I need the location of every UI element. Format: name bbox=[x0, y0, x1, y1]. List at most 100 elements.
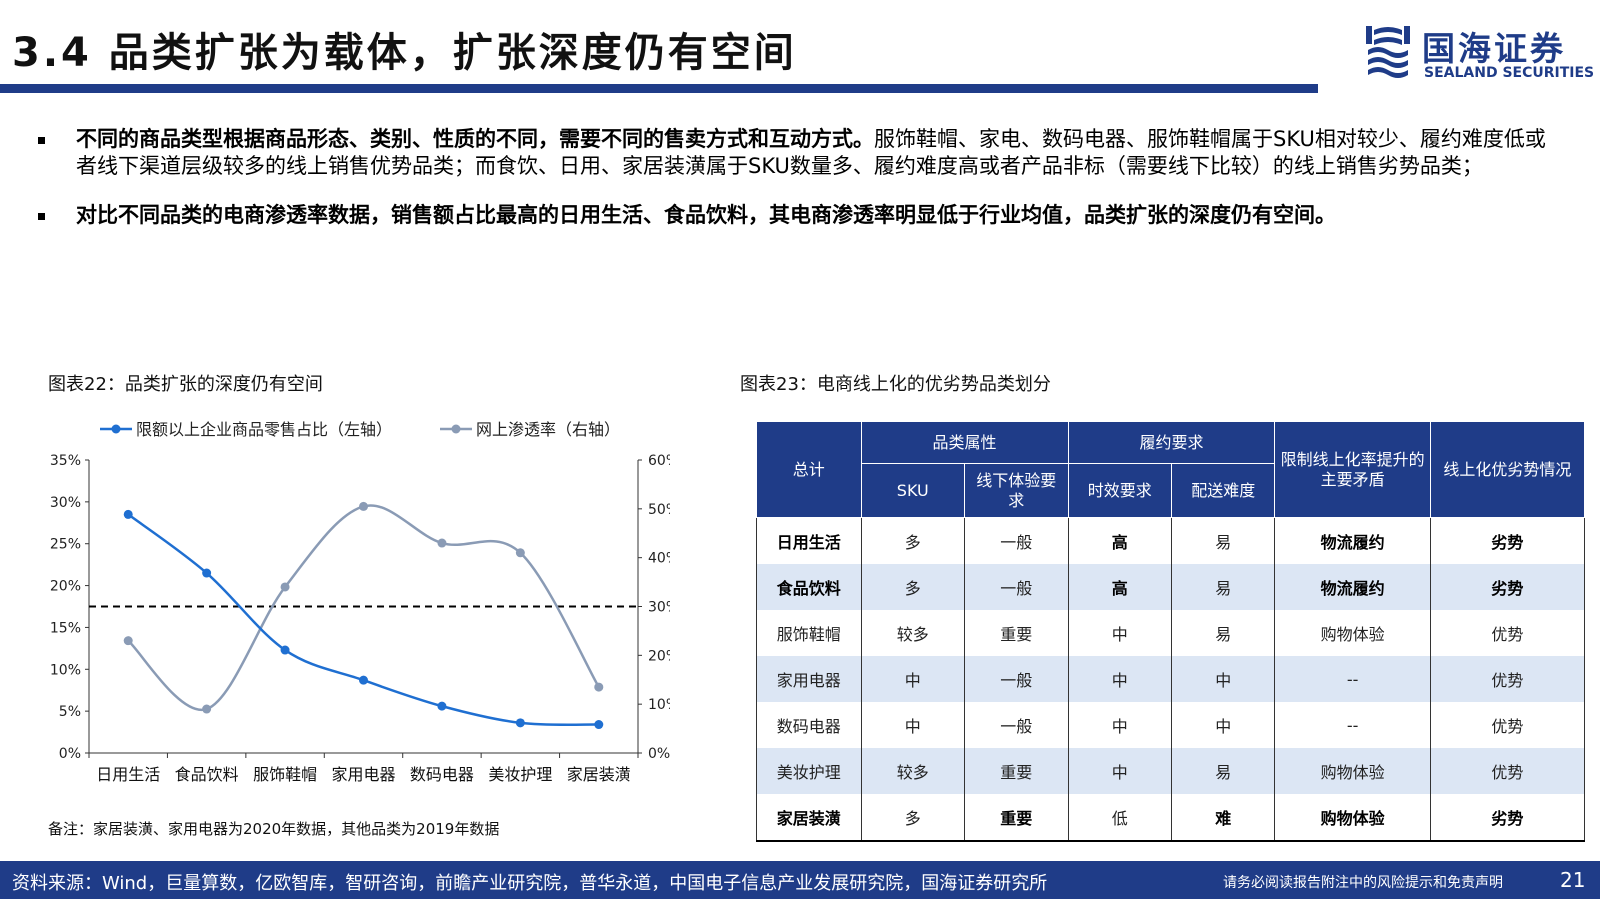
retail-share-point bbox=[594, 720, 604, 730]
logo-chinese-name: 国海证券 bbox=[1422, 29, 1566, 68]
table-row: 家居装潢多重要低难购物体验 劣势 bbox=[756, 794, 1586, 842]
table-cell: 多 bbox=[860, 564, 966, 610]
header-total: 总计 bbox=[756, 421, 862, 518]
x-axis-category-label: 美妆护理 bbox=[488, 765, 552, 784]
retail-share-series-line bbox=[127, 513, 599, 726]
table-cell: 较多 bbox=[860, 748, 966, 794]
table-cell: 中 bbox=[1067, 656, 1172, 702]
x-axis-category-label: 日用生活 bbox=[96, 765, 160, 784]
table-cell: 中 bbox=[1067, 748, 1172, 794]
left-axis-tick-label: 20% bbox=[50, 579, 81, 595]
category-name-cell: 家用电器 bbox=[756, 656, 862, 702]
table-cell: 低 bbox=[1067, 794, 1172, 842]
table-row: 数码电器中一般中中 -- 优势 bbox=[756, 702, 1586, 748]
table-cell: -- bbox=[1274, 702, 1431, 748]
table-cell: 重要 bbox=[964, 610, 1069, 656]
bullet-item: 不同的商品类型根据商品形态、类别、性质的不同，需要不同的售卖方式和互动方式。服饰… bbox=[38, 126, 1558, 180]
bullet-list: 不同的商品类型根据商品形态、类别、性质的不同，需要不同的售卖方式和互动方式。服饰… bbox=[38, 126, 1558, 251]
table-cell: 易 bbox=[1170, 564, 1276, 610]
table-cell: 一般 bbox=[964, 702, 1069, 748]
x-axis-category-label: 数码电器 bbox=[410, 765, 474, 784]
table-cell: 优势 bbox=[1429, 656, 1586, 702]
table-cell: 中 bbox=[1170, 656, 1276, 702]
online-penetration-point bbox=[123, 636, 133, 646]
table-cell: 多 bbox=[860, 517, 966, 564]
table-cell: 劣势 bbox=[1429, 517, 1586, 564]
table-cell: 中 bbox=[1067, 610, 1172, 656]
table-row: 家用电器中一般中中 -- 优势 bbox=[756, 656, 1586, 702]
table-row: 服饰鞋帽 较多 重要中易购物体验 优势 bbox=[756, 610, 1586, 656]
table-cell: 易 bbox=[1170, 748, 1276, 794]
table-cell: 多 bbox=[860, 794, 966, 842]
table-cell: 物流履约 bbox=[1274, 564, 1431, 610]
online-penetration-point bbox=[594, 682, 604, 692]
bullet-bold-text: 对比不同品类的电商渗透率数据，销售额占比最高的日用生活、食品饮料，其电商渗透率明… bbox=[76, 203, 1336, 227]
online-penetration-point bbox=[515, 548, 525, 558]
header-offline-experience: 线下体验要求 bbox=[964, 463, 1069, 518]
bullet-square-icon bbox=[38, 137, 45, 144]
table-cell: 优势 bbox=[1429, 610, 1586, 656]
right-axis-tick-label: 50% bbox=[648, 502, 670, 518]
retail-share-point bbox=[437, 701, 447, 711]
category-name-cell: 日用生活 bbox=[756, 517, 862, 564]
right-axis-tick-label: 30% bbox=[648, 600, 670, 616]
table-cell: 高 bbox=[1067, 517, 1172, 564]
table-cell: 高 bbox=[1067, 564, 1172, 610]
legend-label: 限额以上企业商品零售占比（左轴） bbox=[136, 420, 392, 439]
table-cell: 劣势 bbox=[1429, 794, 1586, 842]
category-advantage-table: 总计 品类属性 履约要求 限制线上化率提升的主要矛盾 线上化优劣势情况 SKU … bbox=[756, 421, 1586, 842]
table-cell: 一般 bbox=[964, 656, 1069, 702]
sealand-wave-icon bbox=[1366, 26, 1410, 78]
table-cell: 购物体验 bbox=[1274, 610, 1431, 656]
right-axis-tick-label: 40% bbox=[648, 551, 670, 567]
right-axis-tick-label: 0% bbox=[648, 746, 670, 762]
table-row: 食品饮料多一般高易物流履约 劣势 bbox=[756, 564, 1586, 610]
table-cell: 难 bbox=[1170, 794, 1276, 842]
left-axis-tick-label: 0% bbox=[59, 746, 81, 762]
bullet-bold-text: 不同的商品类型根据商品形态、类别、性质的不同，需要不同的售卖方式和互动方式。 bbox=[76, 127, 874, 151]
retail-share-point bbox=[123, 509, 133, 519]
category-name-cell: 数码电器 bbox=[756, 702, 862, 748]
header-fulfilment: 履约要求 bbox=[1067, 421, 1276, 464]
category-name-cell: 美妆护理 bbox=[756, 748, 862, 794]
table-cell: -- bbox=[1274, 656, 1431, 702]
retail-share-point bbox=[515, 718, 525, 728]
right-axis-tick-label: 20% bbox=[648, 648, 670, 664]
bullet-item: 对比不同品类的电商渗透率数据，销售额占比最高的日用生活、食品饮料，其电商渗透率明… bbox=[38, 202, 1558, 229]
category-name-cell: 服饰鞋帽 bbox=[756, 610, 862, 656]
legend-label: 网上渗透率（右轴） bbox=[476, 420, 620, 439]
table-cell: 易 bbox=[1170, 517, 1276, 564]
retail-share-point bbox=[280, 645, 290, 655]
table-cell: 中 bbox=[860, 656, 966, 702]
category-name-cell: 食品饮料 bbox=[756, 564, 862, 610]
left-axis-tick-label: 5% bbox=[59, 704, 81, 720]
left-axis-tick-label: 35% bbox=[50, 453, 81, 469]
legend-marker-swatch bbox=[111, 424, 121, 434]
disclaimer: 请务必阅读报告附注中的风险提示和免责声明 bbox=[1223, 875, 1503, 891]
retail-share-point bbox=[202, 568, 212, 578]
table-cell: 中 bbox=[860, 702, 966, 748]
right-axis-tick-label: 60% bbox=[648, 453, 670, 469]
table-cell: 一般 bbox=[964, 517, 1069, 564]
left-axis-tick-label: 10% bbox=[50, 662, 81, 678]
company-logo: 国海证券 SEALAND SECURITIES bbox=[1364, 22, 1594, 84]
x-axis-category-label: 家用电器 bbox=[331, 765, 395, 784]
table-cell: 易 bbox=[1170, 610, 1276, 656]
source-note: 资料来源：Wind，巨量算数，亿欧智库，智研咨询，前瞻产业研究院，普华永道，中国… bbox=[12, 873, 1048, 894]
table-cell: 较多 bbox=[860, 610, 966, 656]
figure22-note: 备注：家居装潢、家用电器为2020年数据，其他品类为2019年数据 bbox=[48, 820, 500, 838]
table-cell: 一般 bbox=[964, 564, 1069, 610]
left-axis-tick-label: 15% bbox=[50, 620, 81, 636]
left-axis-tick-label: 30% bbox=[50, 495, 81, 511]
title-underline bbox=[0, 84, 1318, 93]
bullet-text: 服饰鞋帽、家电、数码电器、服饰鞋帽属于SKU相对较少、履约难度低或者线下渠道层级… bbox=[76, 127, 1546, 178]
page-number: 21 bbox=[1560, 868, 1586, 892]
logo-english-name: SEALAND SECURITIES bbox=[1424, 65, 1595, 81]
right-axis-tick-label: 10% bbox=[648, 697, 670, 713]
category-name-cell: 家居装潢 bbox=[756, 794, 862, 842]
table-cell: 优势 bbox=[1429, 702, 1586, 748]
table-cell: 物流履约 bbox=[1274, 517, 1431, 564]
x-axis-category-label: 食品饮料 bbox=[175, 765, 239, 784]
online-penetration-point bbox=[202, 704, 212, 714]
legend-marker-swatch bbox=[451, 424, 461, 434]
